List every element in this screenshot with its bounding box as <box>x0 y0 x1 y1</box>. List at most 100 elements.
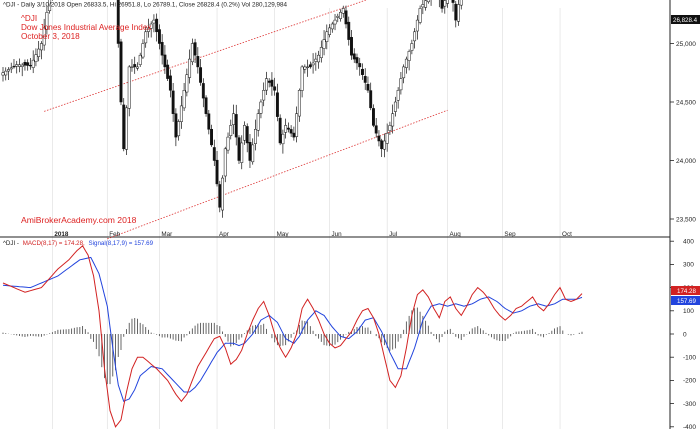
candle-up <box>336 15 340 18</box>
candle-up <box>7 69 10 72</box>
candle-down <box>363 76 367 83</box>
candle-down <box>273 86 277 91</box>
candle-down <box>278 117 282 144</box>
candle-up <box>240 142 244 163</box>
price-value-label: 26,828.4 <box>673 17 698 24</box>
candle-up <box>226 136 230 151</box>
candle-down <box>212 147 216 161</box>
macd-legend-symbol: ^DJI - <box>3 240 19 247</box>
candle-down <box>292 132 296 138</box>
candle-up <box>339 12 342 19</box>
candle-up <box>297 90 301 117</box>
candle-up <box>459 0 463 6</box>
candle-down <box>245 126 249 144</box>
date-axis-label: Feb <box>109 231 120 238</box>
candle-down <box>174 113 178 138</box>
candle-down <box>155 18 159 33</box>
candle-up <box>396 90 400 101</box>
candle-up <box>141 43 145 58</box>
candle-up <box>319 47 323 59</box>
lower-channel-line <box>107 109 448 240</box>
candle-up <box>341 8 345 14</box>
candle-up <box>182 90 186 109</box>
candle-up <box>136 66 139 69</box>
candle-up <box>1 72 5 76</box>
candle-up <box>424 0 428 8</box>
candle-down <box>204 97 208 114</box>
macd-legend: ^DJI - MACD(8,17) = 174.28, Signal(8,17,… <box>3 240 154 247</box>
macd-axis-tick-label: -400 <box>683 424 696 429</box>
candle-up <box>330 23 334 30</box>
ohlc-bars <box>1 0 463 218</box>
candle-up <box>325 31 329 42</box>
channel-trendlines <box>44 0 448 240</box>
candle-down <box>133 64 137 68</box>
candle-up <box>251 144 255 163</box>
price-axis-tick-label: 24,000 <box>676 158 696 165</box>
candle-up <box>190 43 194 63</box>
macd-legend-signal: Signal(8,17,9) = 157.69 <box>89 240 154 247</box>
candle-down <box>451 0 455 3</box>
candle-up <box>4 70 8 76</box>
candle-up <box>232 113 235 125</box>
candle-down <box>454 3 458 21</box>
candle-down <box>347 21 351 40</box>
candle-up <box>402 66 406 79</box>
candle-up <box>37 48 41 57</box>
candle-down <box>344 10 348 25</box>
candle-up <box>303 66 307 70</box>
candle-down <box>122 104 126 150</box>
signal-value-tag <box>671 296 700 305</box>
candle-up <box>415 19 419 32</box>
candle-up <box>229 125 233 136</box>
candle-up <box>138 54 142 65</box>
candle-up <box>177 121 181 137</box>
price-axis-tick-label: 25,000 <box>676 41 696 48</box>
candle-up <box>421 4 425 8</box>
watermark: AmiBrokerAcademy.com 2018 <box>21 215 137 225</box>
candle-down <box>196 56 200 68</box>
price-axis-tick-label: 23,500 <box>676 216 696 223</box>
candle-down <box>26 62 30 66</box>
candle-down <box>270 79 274 87</box>
candle-down <box>116 0 120 44</box>
macd-legend-macd: MACD(8,17) = 174.28, <box>23 240 85 247</box>
candle-down <box>23 62 27 66</box>
candle-down <box>234 114 238 138</box>
candle-up <box>15 64 19 67</box>
candle-down <box>289 129 293 134</box>
candle-up <box>18 64 21 67</box>
signal-value-label: 157.69 <box>677 298 696 305</box>
candle-down <box>369 90 373 109</box>
candle-up <box>385 132 389 144</box>
candle-down <box>372 108 375 126</box>
candle-down <box>374 125 378 134</box>
candle-down <box>286 127 290 130</box>
candle-up <box>314 58 318 62</box>
candle-up <box>295 113 299 137</box>
candle-up <box>457 4 460 22</box>
macd-axis-tick-label: 0 <box>683 331 687 338</box>
date-axis-label: Mar <box>161 231 172 238</box>
candle-down <box>166 64 170 79</box>
candle-up <box>426 0 430 3</box>
candle-up <box>399 78 403 91</box>
candle-up <box>185 74 189 93</box>
candle-up <box>443 0 447 7</box>
macd-axis-tick-label: -200 <box>683 378 696 385</box>
candle-up <box>300 66 304 91</box>
candle-down <box>358 63 362 68</box>
candle-up <box>391 113 395 127</box>
candle-down <box>267 80 271 83</box>
macd-axis-tick-label: 300 <box>683 262 694 269</box>
candle-up <box>382 140 386 150</box>
candle-up <box>179 105 183 122</box>
candle-up <box>9 67 13 70</box>
date-axis-label: Oct <box>562 231 572 238</box>
candle-down <box>248 142 252 161</box>
candle-up <box>306 66 310 68</box>
candle-up <box>328 27 331 35</box>
date-axis-label: Jun <box>332 231 343 238</box>
candle-up <box>39 43 43 51</box>
